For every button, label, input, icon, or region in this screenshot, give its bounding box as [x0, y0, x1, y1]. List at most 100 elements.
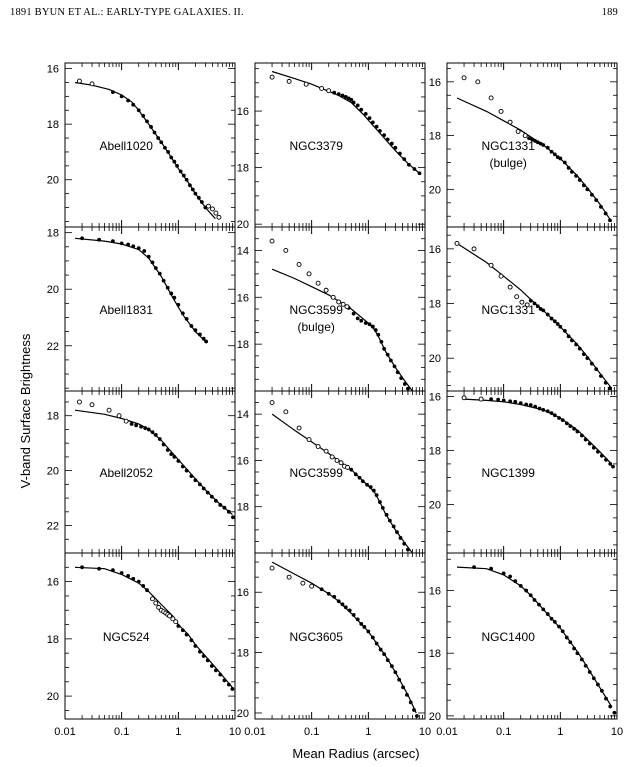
data-point-filled [585, 356, 590, 361]
galaxy-label: NGC3379 [290, 139, 344, 153]
data-point-filled [97, 566, 102, 571]
y-tick-label: 20 [429, 499, 441, 511]
fit-line [74, 566, 233, 688]
data-point-open [213, 210, 219, 216]
data-point-filled [234, 690, 235, 694]
data-point-filled [143, 426, 148, 430]
data-point-filled [489, 566, 493, 571]
data-point-filled [558, 156, 563, 161]
data-point-filled [513, 579, 518, 584]
panel-data [269, 400, 413, 553]
panel-data [456, 75, 613, 223]
data-point-filled [595, 682, 600, 687]
data-point-filled [612, 710, 617, 715]
panel-frame [254, 552, 426, 720]
data-point-filled [604, 696, 608, 701]
panel-NGC1399: 16 18 20 NGC1399 [429, 390, 618, 554]
data-point-filled [549, 616, 554, 621]
data-point-filled [406, 386, 410, 391]
data-point-filled [397, 151, 402, 156]
panel-data [74, 236, 209, 344]
y-tick-label: 22 [47, 521, 59, 533]
data-point-filled [119, 94, 124, 99]
data-point-open [283, 409, 289, 415]
data-point-filled [395, 370, 400, 375]
data-point-filled [589, 361, 594, 366]
data-point-filled [332, 594, 337, 599]
y-axis-label: V-band Surface Brightness [18, 333, 33, 488]
data-point-filled [591, 676, 596, 681]
data-point-filled [129, 422, 134, 426]
data-point-filled [570, 169, 574, 174]
x-tick-label: 10 [611, 726, 623, 738]
data-point-filled [201, 486, 206, 491]
data-point-filled [591, 445, 596, 450]
panel-data [269, 70, 422, 176]
data-point-filled [80, 236, 84, 241]
data-point-filled [156, 136, 161, 140]
data-point-filled [197, 332, 202, 337]
data-point-filled [535, 304, 540, 309]
data-point-filled [566, 334, 571, 339]
data-point-filled [231, 515, 235, 520]
y-tick-label: 16 [429, 77, 441, 89]
y-tick-label: 20 [429, 353, 441, 365]
running-head: 1891 BYUN ET AL.: EARLY-TYPE GALAXIES. I… [10, 7, 244, 18]
data-point-filled [541, 408, 546, 412]
data-point-filled [566, 165, 571, 170]
y-tick-label: 18 [237, 339, 249, 351]
data-point-open [498, 273, 504, 279]
data-point-filled [110, 90, 115, 95]
panel-NGC1331-bulge: 16 18 20 NGC1331 (bulge) [429, 62, 618, 228]
data-point-filled [399, 376, 404, 381]
panel-data [74, 78, 222, 220]
fit-line [456, 97, 613, 222]
data-point-filled [355, 103, 360, 108]
data-point-filled [583, 437, 588, 442]
data-point-filled [165, 285, 170, 290]
data-point-open [167, 613, 173, 619]
data-point-filled [184, 316, 189, 321]
y-tick-label: 16 [237, 587, 249, 599]
y-tick-label: 20 [47, 691, 59, 703]
data-point-filled [389, 141, 394, 146]
data-point-filled [205, 490, 210, 495]
data-point-open [329, 454, 335, 460]
data-point-filled [599, 204, 603, 209]
data-point-filled [587, 441, 592, 446]
data-point-filled [599, 453, 604, 458]
data-point-filled [97, 237, 102, 242]
data-point-filled [374, 641, 379, 646]
data-point-filled [541, 308, 546, 313]
data-point-filled [157, 271, 162, 276]
data-point-filled [201, 654, 206, 658]
y-tick-label: 16 [429, 391, 441, 403]
data-point-filled [176, 459, 181, 463]
data-point-filled [524, 588, 529, 593]
data-point-filled [126, 242, 131, 247]
data-point-filled [581, 183, 586, 188]
data-point-filled [533, 404, 538, 409]
data-point-filled [363, 111, 368, 116]
data-point-filled [351, 311, 356, 316]
data-point-open [330, 294, 336, 300]
data-point-filled [363, 321, 368, 325]
data-point-filled [172, 159, 177, 164]
data-point-filled [545, 612, 550, 616]
y-tick-label: 16 [47, 577, 59, 589]
data-point-filled [340, 602, 345, 607]
data-point-filled [189, 474, 194, 479]
data-point-filled [226, 682, 231, 687]
data-point-open [461, 395, 467, 401]
y-tick-label: 18 [47, 119, 59, 131]
data-point-filled [603, 211, 608, 216]
data-point-filled [153, 266, 158, 270]
data-point-open [315, 280, 321, 286]
data-point-filled [579, 433, 584, 438]
data-point-open [471, 246, 477, 252]
data-point-filled [408, 700, 413, 705]
data-point-filled [180, 311, 185, 316]
data-point-filled [193, 644, 198, 648]
y-tick-label: 18 [47, 228, 59, 240]
data-point-filled [351, 100, 356, 105]
